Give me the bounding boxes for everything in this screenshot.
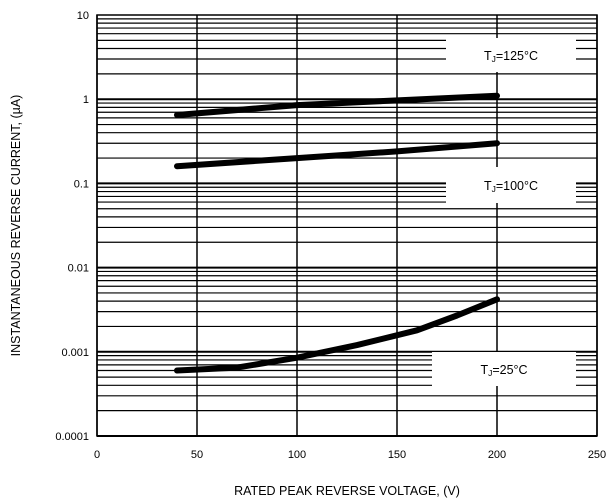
x-tick-label: 200 (488, 449, 506, 461)
y-axis-title: INSTANTANEOUS REVERSE CURRENT, (µA) (9, 95, 23, 357)
x-tick-label: 250 (588, 449, 606, 461)
series-label: TJ=100°C (484, 179, 538, 194)
series-line (174, 296, 500, 374)
series-labels: TJ=125°C TJ=100°C TJ=25°C (432, 38, 576, 386)
x-tick-label: 0 (94, 449, 100, 461)
x-axis-title: RATED PEAK REVERSE VOLTAGE, (V) (234, 484, 460, 498)
y-tick-label: 1 (83, 94, 89, 106)
series-label-box (446, 167, 576, 203)
x-tick-label: 100 (288, 449, 306, 461)
y-tick-label: 0.01 (68, 263, 89, 275)
data-series (174, 92, 500, 374)
series-label: TJ=25°C (480, 363, 527, 378)
series-line (174, 92, 500, 118)
plot-frame (96, 14, 598, 437)
series-line (174, 140, 500, 170)
y-tick-label: 0.0001 (55, 431, 89, 443)
series-label-box (446, 38, 576, 72)
y-tick-label: 0.1 (74, 178, 89, 190)
x-tick-label: 150 (388, 449, 406, 461)
y-tick-label: 10 (77, 10, 89, 22)
x-tick-label: 50 (191, 449, 203, 461)
series-label-box (432, 352, 576, 386)
series-label: TJ=125°C (484, 49, 538, 64)
y-tick-label: 0.001 (61, 347, 89, 359)
tick-labels: 0 50 100 150 200 250 0.0001 0.001 0.01 0.1 1 10 (55, 10, 606, 461)
